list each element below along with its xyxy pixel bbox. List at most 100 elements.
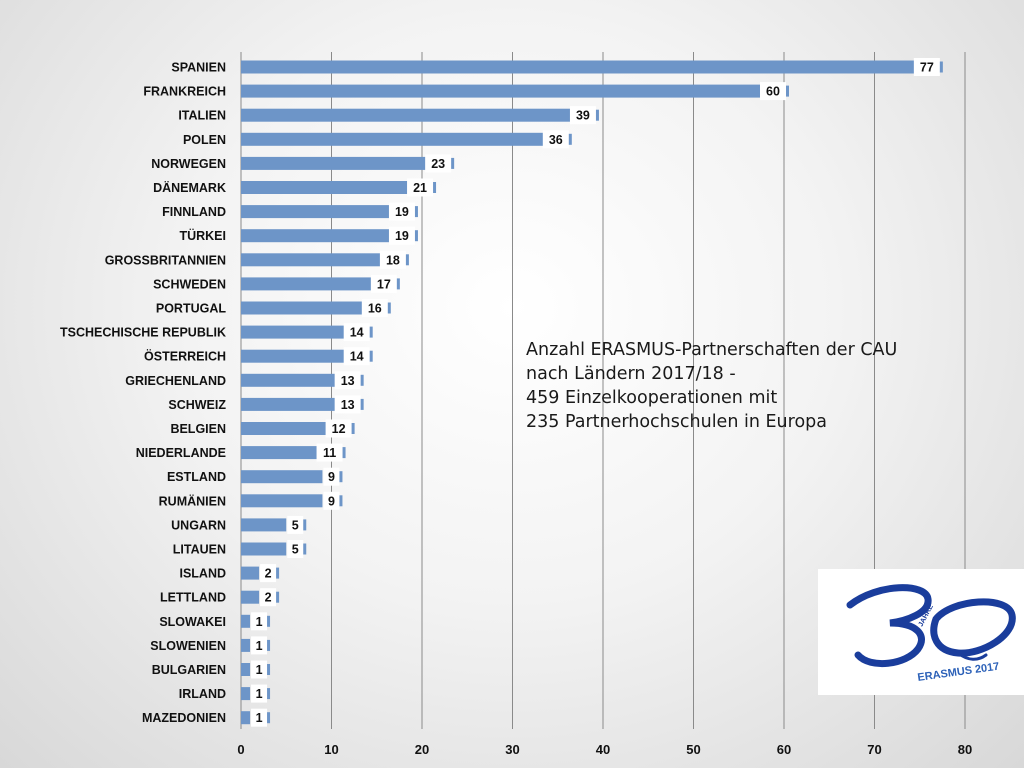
value-label-bg (760, 82, 786, 101)
value-label-bg (251, 636, 268, 655)
value-label: 14 (350, 326, 364, 340)
value-label-bg (407, 178, 434, 197)
x-tick-label: 30 (505, 742, 519, 757)
erasmus-30-logo: JAHRE ERASMUS 2017 (818, 569, 1024, 695)
bar (241, 349, 368, 363)
bar (241, 422, 350, 435)
category-label: RUMÄNIEN (159, 493, 226, 508)
value-label: 21 (413, 181, 427, 195)
bar-cap (303, 543, 307, 555)
category-label: SLOWENIEN (150, 639, 226, 653)
bar-cap (414, 230, 418, 242)
bar-cap (786, 85, 789, 97)
value-label: 1 (256, 663, 263, 677)
value-label: 14 (350, 350, 364, 364)
bar (241, 108, 594, 122)
value-label: 5 (292, 518, 299, 532)
bar (241, 397, 359, 411)
category-label: MAZEDONIEN (142, 711, 226, 725)
category-label: TSCHECHISCHE REPUBLIK (60, 326, 226, 340)
x-tick-label: 70 (867, 742, 881, 757)
chart-annotation: Anzahl ERASMUS-Partnerschaften der CAU n… (526, 338, 946, 434)
bar (241, 542, 287, 556)
bar-cap (414, 206, 418, 218)
bar-cap (267, 664, 271, 675)
bar (241, 84, 784, 98)
value-label-bg (251, 684, 268, 703)
bar (241, 253, 404, 267)
logo-caption: ERASMUS 2017 (917, 661, 1000, 684)
bar-cap (369, 326, 373, 338)
bar (241, 301, 386, 315)
value-label-bg (323, 467, 340, 486)
bar-cap (276, 591, 280, 603)
value-label-bg (287, 540, 304, 558)
bar-cap (267, 712, 271, 724)
bar (241, 373, 359, 387)
logo-three-stroke (846, 584, 932, 668)
value-label: 5 (292, 543, 299, 557)
logo-swoosh (956, 651, 988, 661)
bar-cap (568, 133, 572, 145)
category-label: FINNLAND (162, 205, 226, 219)
bar-cap (339, 471, 343, 483)
value-label: 60 (766, 85, 780, 99)
value-label: 23 (431, 157, 445, 171)
annotation-line-1: Anzahl ERASMUS-Partnerschaften der CAU (526, 340, 898, 360)
bar (241, 156, 450, 170)
value-label: 11 (323, 446, 336, 460)
bar-cap (433, 182, 437, 193)
bar (241, 494, 323, 508)
category-label: UNGARN (171, 518, 226, 532)
value-label-bg (370, 274, 397, 293)
category-label: ITALIEN (178, 109, 226, 123)
x-tick-label: 0 (237, 742, 244, 757)
category-label: LETTLAND (160, 591, 226, 605)
category-label: BULGARIEN (152, 663, 226, 677)
category-label: IRLAND (179, 687, 226, 701)
value-labels: 7760393623211919181716141413131211995522… (251, 58, 943, 727)
bar (241, 132, 567, 146)
x-tick-label: 60 (777, 742, 791, 757)
value-label-bg (251, 660, 268, 679)
value-label-bg (343, 347, 370, 366)
bar (241, 325, 368, 339)
x-tick-label: 10 (324, 742, 338, 757)
bar-cap (405, 254, 409, 266)
bar (241, 518, 287, 532)
category-label: NORWEGEN (151, 157, 226, 171)
value-label-bg (287, 515, 304, 534)
value-label-bg (569, 106, 596, 125)
bar-cap (342, 447, 346, 459)
category-label: ISLAND (179, 567, 226, 581)
logo-zero-stroke (930, 598, 1016, 657)
bar (241, 614, 251, 628)
value-label-bg (251, 708, 268, 727)
value-label: 1 (256, 639, 263, 653)
bar (241, 229, 413, 243)
value-label: 39 (576, 109, 590, 123)
bar (241, 566, 260, 580)
bar (241, 181, 432, 194)
bar (241, 687, 251, 701)
x-tick-label: 40 (596, 742, 610, 757)
category-label: SCHWEIZ (168, 398, 226, 412)
value-label-bg (379, 250, 406, 269)
annotation-line-3: 459 Einzelkooperationen mit (526, 388, 778, 408)
category-label: SLOWAKEI (159, 615, 226, 629)
value-label: 1 (256, 687, 263, 701)
category-label: LITAUEN (173, 543, 226, 557)
bar-cap (276, 567, 280, 579)
bar-cap (303, 519, 307, 531)
bar-cap (360, 398, 364, 410)
value-label-bg (323, 491, 340, 510)
value-label: 16 (368, 302, 382, 316)
bar (241, 277, 395, 291)
value-label-bg (343, 323, 370, 342)
value-label: 2 (265, 567, 272, 581)
category-labels: SPANIEN FRANKREICH ITALIEN POLEN NORWEGEN DÄN… (60, 61, 226, 726)
bar-cap (351, 423, 355, 434)
bar (241, 446, 341, 460)
value-label-bg (913, 58, 940, 76)
bar-cap (360, 374, 364, 386)
